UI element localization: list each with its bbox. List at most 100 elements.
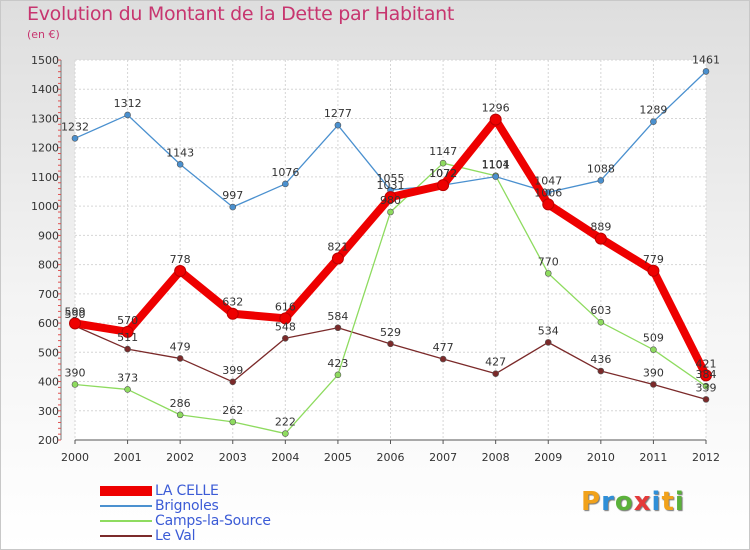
x-tick-label: 2004 xyxy=(271,451,299,464)
data-label-camps-la-source: 390 xyxy=(65,366,86,379)
data-point-le-val xyxy=(334,324,342,332)
chart-title: Evolution du Montant de la Dette par Hab… xyxy=(27,3,455,25)
data-label-brignoles: 1101 xyxy=(482,159,510,172)
data-label-le-val: 479 xyxy=(170,340,191,353)
data-point-brignoles xyxy=(334,121,342,129)
x-tick-label: 2001 xyxy=(114,451,142,464)
logo-letter: i xyxy=(674,487,685,517)
data-label-brignoles: 1232 xyxy=(61,120,89,133)
data-label-brignoles: 1076 xyxy=(271,166,299,179)
y-tick-label: 1500 xyxy=(31,54,59,67)
x-tick-label: 2005 xyxy=(324,451,352,464)
logo-letter: r xyxy=(601,487,615,517)
data-point-camps-la-source xyxy=(124,386,131,393)
data-label-camps-la-source: 770 xyxy=(538,255,559,268)
data-point-brignoles xyxy=(229,203,237,211)
data-label-brignoles: 1143 xyxy=(166,146,194,159)
data-point-le-val xyxy=(176,355,184,362)
legend-swatch-le-val xyxy=(100,535,152,537)
data-point-brignoles xyxy=(650,118,657,125)
y-tick-label: 1200 xyxy=(31,142,59,155)
data-label-la-celle: 1031 xyxy=(377,179,405,192)
data-label-la-celle: 1296 xyxy=(482,102,510,115)
data-label-la-celle: 778 xyxy=(170,253,191,266)
data-label-camps-la-source: 1104 xyxy=(482,158,510,171)
data-point-la-celle xyxy=(489,113,502,126)
data-point-brignoles xyxy=(124,111,131,119)
y-tick-label: 1000 xyxy=(31,200,59,213)
y-tick-label: 1100 xyxy=(31,171,59,184)
logo-letter: i xyxy=(651,487,662,517)
data-point-camps-la-source xyxy=(229,418,237,426)
x-tick-label: 2009 xyxy=(534,451,562,464)
data-label-le-val: 339 xyxy=(696,381,717,394)
data-label-le-val: 529 xyxy=(380,326,401,339)
data-label-le-val: 584 xyxy=(327,310,348,323)
data-label-camps-la-source: 262 xyxy=(222,404,243,417)
data-label-camps-la-source: 423 xyxy=(327,357,348,370)
data-point-le-val xyxy=(650,381,657,388)
x-tick-label: 2000 xyxy=(61,451,89,464)
data-label-la-celle: 1006 xyxy=(534,186,562,199)
y-tick-label: 500 xyxy=(38,346,59,359)
data-point-le-val xyxy=(282,334,289,342)
data-point-brignoles xyxy=(492,173,499,180)
data-label-camps-la-source: 603 xyxy=(590,304,611,317)
data-label-camps-la-source: 980 xyxy=(380,194,401,207)
data-point-camps-la-source xyxy=(334,371,342,379)
data-label-le-val: 399 xyxy=(222,364,243,377)
data-point-la-celle xyxy=(437,179,450,192)
data-point-la-celle xyxy=(384,191,397,204)
data-point-brignoles xyxy=(176,161,184,168)
data-label-la-celle: 599 xyxy=(65,305,86,318)
legend-label-le-val: Le Val xyxy=(155,528,196,544)
data-point-camps-la-source xyxy=(71,381,79,388)
legend-swatch-brignoles xyxy=(100,505,152,507)
data-point-la-celle xyxy=(226,307,239,320)
data-point-la-celle xyxy=(647,264,660,277)
data-label-brignoles: 997 xyxy=(222,189,243,202)
y-tick-label: 1300 xyxy=(31,112,59,125)
data-point-camps-la-source xyxy=(282,430,289,437)
legend-label-la-celle: LA CELLE xyxy=(155,483,219,499)
data-point-le-val xyxy=(544,339,552,346)
data-label-camps-la-source: 222 xyxy=(275,416,296,429)
data-label-la-celle: 632 xyxy=(222,296,243,309)
data-point-la-celle xyxy=(594,232,607,245)
y-tick-label: 300 xyxy=(38,405,59,418)
data-point-le-val xyxy=(702,396,710,403)
data-point-camps-la-source xyxy=(702,382,710,390)
data-point-la-celle xyxy=(174,265,187,278)
data-label-le-val: 436 xyxy=(590,353,611,366)
data-point-brignoles xyxy=(282,180,289,188)
data-point-le-val xyxy=(229,378,237,386)
logo-letter: x xyxy=(633,487,652,517)
data-label-brignoles: 1055 xyxy=(377,172,405,185)
data-point-brignoles xyxy=(71,135,79,142)
y-tick-label: 1400 xyxy=(31,83,59,96)
data-label-camps-la-source: 384 xyxy=(696,368,717,381)
x-tick-label: 2008 xyxy=(482,451,510,464)
data-point-le-val xyxy=(124,345,131,353)
y-tick-label: 400 xyxy=(38,376,59,389)
data-label-la-celle: 421 xyxy=(696,357,717,370)
data-point-la-celle xyxy=(542,198,555,211)
legend-swatch-camps-la-source xyxy=(100,520,152,522)
data-point-la-celle xyxy=(700,369,712,382)
x-tick-label: 2003 xyxy=(219,451,247,464)
data-label-camps-la-source: 1147 xyxy=(429,145,457,158)
logo-letter: t xyxy=(661,487,675,517)
data-label-le-val: 390 xyxy=(643,366,664,379)
data-point-camps-la-source xyxy=(439,159,447,167)
data-label-brignoles: 1312 xyxy=(114,97,142,110)
data-label-camps-la-source: 373 xyxy=(117,371,138,384)
data-point-brignoles xyxy=(597,177,605,184)
data-point-brignoles xyxy=(702,68,710,75)
chart-unit: (en €) xyxy=(27,28,60,41)
y-tick-label: 200 xyxy=(38,434,59,447)
y-tick-label: 800 xyxy=(38,259,59,272)
data-point-camps-la-source xyxy=(176,411,184,419)
logo-letter: o xyxy=(614,487,634,517)
x-tick-label: 2011 xyxy=(639,451,667,464)
data-label-le-val: 427 xyxy=(485,356,506,369)
